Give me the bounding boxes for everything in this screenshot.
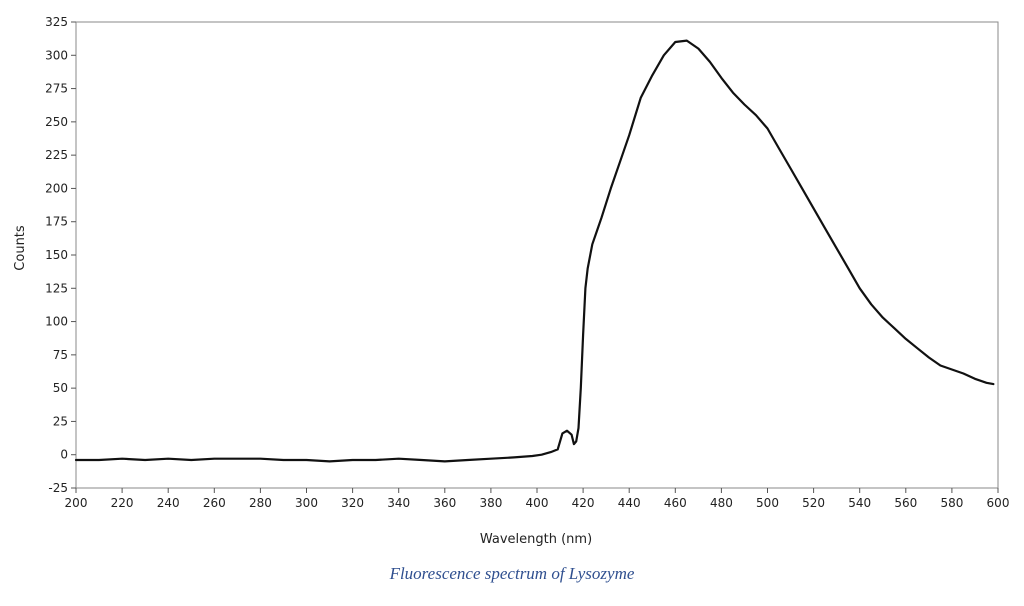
y-tick-label: 150 bbox=[45, 248, 68, 262]
x-tick-label: 500 bbox=[756, 496, 779, 510]
y-tick-label: 0 bbox=[60, 448, 68, 462]
x-tick-label: 460 bbox=[664, 496, 687, 510]
y-tick-label: -25 bbox=[48, 481, 68, 495]
x-tick-label: 400 bbox=[526, 496, 549, 510]
y-tick-label: 75 bbox=[53, 348, 68, 362]
y-tick-label: 200 bbox=[45, 181, 68, 195]
x-tick-label: 580 bbox=[940, 496, 963, 510]
x-tick-label: 320 bbox=[341, 496, 364, 510]
x-tick-label: 360 bbox=[433, 496, 456, 510]
x-tick-label: 300 bbox=[295, 496, 318, 510]
x-tick-label: 600 bbox=[987, 496, 1010, 510]
spectrum-line bbox=[74, 39, 995, 463]
x-tick-label: 520 bbox=[802, 496, 825, 510]
x-tick-label: 480 bbox=[710, 496, 733, 510]
y-tick-label: 50 bbox=[53, 381, 68, 395]
x-tick-label: 560 bbox=[894, 496, 917, 510]
x-tick-label: 240 bbox=[157, 496, 180, 510]
x-tick-label: 260 bbox=[203, 496, 226, 510]
figure-caption: Fluorescence spectrum of Lysozyme bbox=[389, 564, 635, 583]
x-tick-label: 200 bbox=[65, 496, 88, 510]
x-tick-label: 420 bbox=[572, 496, 595, 510]
x-axis-label: Wavelength (nm) bbox=[480, 532, 592, 547]
y-tick-label: 225 bbox=[45, 148, 68, 162]
y-tick-label: 250 bbox=[45, 115, 68, 129]
x-tick-label: 380 bbox=[479, 496, 502, 510]
x-tick-label: 220 bbox=[111, 496, 134, 510]
x-tick-label: 440 bbox=[618, 496, 641, 510]
x-tick-label: 280 bbox=[249, 496, 272, 510]
y-tick-label: 100 bbox=[45, 315, 68, 329]
y-tick-label: 275 bbox=[45, 82, 68, 96]
x-tick-label: 540 bbox=[848, 496, 871, 510]
plot-frame bbox=[75, 21, 999, 489]
y-tick-label: 300 bbox=[45, 48, 68, 62]
line-chart: 200 220 240 260 280 300 320 340 360 380 400 420 440 4… bbox=[13, 15, 1010, 547]
chart-container: 200 220 240 260 280 300 320 340 360 380 400 420 440 4… bbox=[13, 15, 1010, 547]
x-tick-label: 340 bbox=[387, 496, 410, 510]
y-tick-label: 325 bbox=[45, 15, 68, 29]
y-tick-label: 25 bbox=[53, 414, 68, 428]
y-tick-label: 125 bbox=[45, 281, 68, 295]
y-axis-label: Counts bbox=[13, 225, 28, 271]
y-tick-label: 175 bbox=[45, 215, 68, 229]
